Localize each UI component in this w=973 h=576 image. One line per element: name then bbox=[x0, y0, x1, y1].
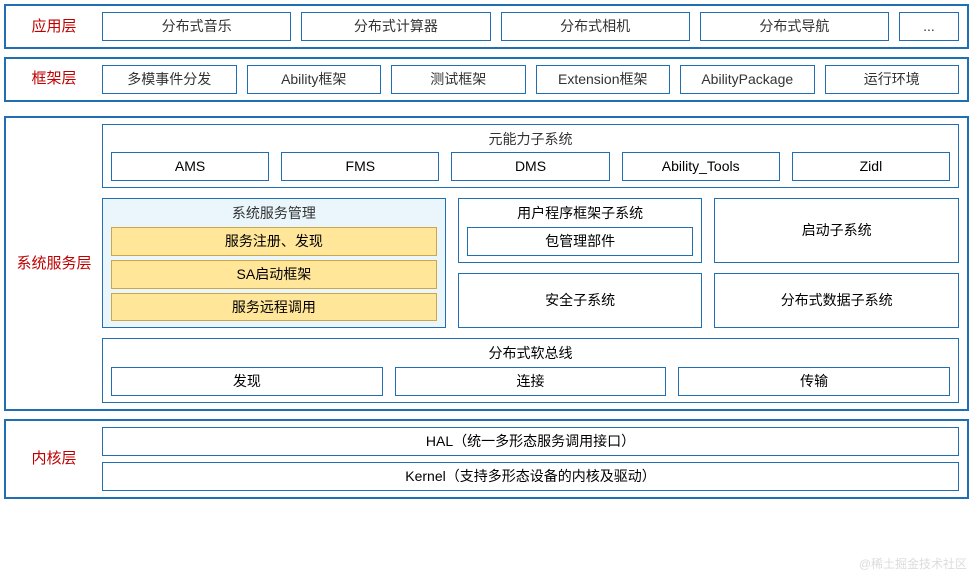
meta-ability-row: AMS FMS DMS Ability_Tools Zidl bbox=[111, 152, 950, 181]
meta-ability-item: DMS bbox=[451, 152, 609, 181]
layer-service: 系统服务层 元能力子系统 AMS FMS DMS Ability_Tools Z… bbox=[4, 116, 969, 411]
layer-kernel-label: 内核层 bbox=[6, 427, 102, 491]
group-meta-ability: 元能力子系统 AMS FMS DMS Ability_Tools Zidl bbox=[102, 124, 959, 189]
layer-service-label: 系统服务层 bbox=[6, 124, 102, 403]
security-subsystem: 安全子系统 bbox=[458, 273, 703, 329]
framework-item: Extension框架 bbox=[536, 65, 671, 94]
layer-framework-label: 框架层 bbox=[6, 65, 102, 94]
softbus-row: 发现 连接 传输 bbox=[111, 367, 950, 396]
app-item: 分布式音乐 bbox=[102, 12, 291, 41]
user-fw-item: 包管理部件 bbox=[467, 227, 694, 256]
group-softbus: 分布式软总线 发现 连接 传输 bbox=[102, 338, 959, 403]
framework-item: 多模事件分发 bbox=[102, 65, 237, 94]
framework-item: Ability框架 bbox=[247, 65, 382, 94]
layer-framework-content: 多模事件分发 Ability框架 测试框架 Extension框架 Abilit… bbox=[102, 65, 959, 94]
startup-subsystem: 启动子系统 bbox=[714, 198, 959, 263]
meta-ability-item: FMS bbox=[281, 152, 439, 181]
layer-framework: 框架层 多模事件分发 Ability框架 测试框架 Extension框架 Ab… bbox=[4, 57, 969, 102]
softbus-title: 分布式软总线 bbox=[111, 343, 950, 363]
dist-data-subsystem: 分布式数据子系统 bbox=[714, 273, 959, 329]
sys-mgmt-title: 系统服务管理 bbox=[111, 203, 437, 223]
meta-ability-item: Zidl bbox=[792, 152, 950, 181]
group-sys-mgmt: 系统服务管理 服务注册、发现 SA启动框架 服务远程调用 bbox=[102, 198, 446, 328]
app-item: 分布式导航 bbox=[700, 12, 889, 41]
app-items-row: 分布式音乐 分布式计算器 分布式相机 分布式导航 ... bbox=[102, 12, 959, 41]
sys-mgmt-item: 服务远程调用 bbox=[111, 293, 437, 322]
service-middle-row: 系统服务管理 服务注册、发现 SA启动框架 服务远程调用 用户程序框架子系统 包… bbox=[102, 198, 959, 328]
app-item-more: ... bbox=[899, 12, 959, 41]
app-item: 分布式相机 bbox=[501, 12, 690, 41]
meta-ability-item: Ability_Tools bbox=[622, 152, 780, 181]
layer-app-label: 应用层 bbox=[6, 12, 102, 41]
meta-ability-item: AMS bbox=[111, 152, 269, 181]
hal-box: HAL（统一多形态服务调用接口） bbox=[102, 427, 959, 456]
watermark: @稀土掘金技术社区 bbox=[859, 555, 967, 572]
layer-kernel: 内核层 HAL（统一多形态服务调用接口） Kernel（支持多形态设备的内核及驱… bbox=[4, 419, 969, 499]
layer-app: 应用层 分布式音乐 分布式计算器 分布式相机 分布式导航 ... bbox=[4, 4, 969, 49]
framework-item: AbilityPackage bbox=[680, 65, 815, 94]
meta-ability-title: 元能力子系统 bbox=[111, 129, 950, 149]
framework-item: 测试框架 bbox=[391, 65, 526, 94]
softbus-item: 传输 bbox=[678, 367, 950, 396]
app-item: 分布式计算器 bbox=[301, 12, 490, 41]
layer-kernel-content: HAL（统一多形态服务调用接口） Kernel（支持多形态设备的内核及驱动） bbox=[102, 427, 959, 491]
softbus-item: 连接 bbox=[395, 367, 667, 396]
sys-mgmt-item: 服务注册、发现 bbox=[111, 227, 437, 256]
sys-mgmt-item: SA启动框架 bbox=[111, 260, 437, 289]
softbus-item: 发现 bbox=[111, 367, 383, 396]
service-middle-bottom: 安全子系统 分布式数据子系统 bbox=[458, 273, 959, 329]
service-middle-right: 用户程序框架子系统 包管理部件 启动子系统 安全子系统 分布式数据子系统 bbox=[458, 198, 959, 328]
framework-items-row: 多模事件分发 Ability框架 测试框架 Extension框架 Abilit… bbox=[102, 65, 959, 94]
layer-service-content: 元能力子系统 AMS FMS DMS Ability_Tools Zidl 系统… bbox=[102, 124, 959, 403]
kernel-box: Kernel（支持多形态设备的内核及驱动） bbox=[102, 462, 959, 491]
service-middle-top: 用户程序框架子系统 包管理部件 启动子系统 bbox=[458, 198, 959, 263]
framework-item: 运行环境 bbox=[825, 65, 960, 94]
layer-app-content: 分布式音乐 分布式计算器 分布式相机 分布式导航 ... bbox=[102, 12, 959, 41]
user-fw-title: 用户程序框架子系统 bbox=[467, 203, 694, 223]
group-user-framework: 用户程序框架子系统 包管理部件 bbox=[458, 198, 703, 263]
